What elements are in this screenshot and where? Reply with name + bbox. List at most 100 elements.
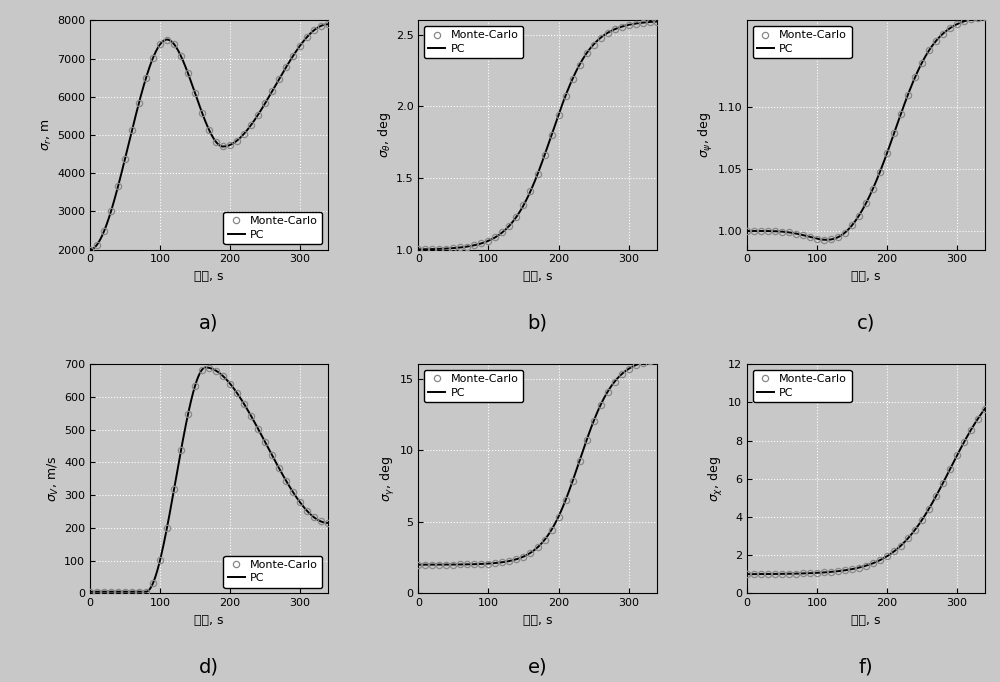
Monte-Carlo <box>825 568 837 576</box>
Monte-Carlo <box>965 426 977 434</box>
Monte-Carlo <box>294 42 306 50</box>
PC <box>893 544 905 552</box>
Monte-Carlo <box>602 388 614 396</box>
PC <box>84 246 96 254</box>
Monte-Carlo <box>454 561 466 569</box>
PC <box>564 484 576 492</box>
Monte-Carlo <box>231 389 243 397</box>
Monte-Carlo <box>426 561 438 569</box>
Monte-Carlo <box>923 505 935 513</box>
Monte-Carlo <box>623 365 635 373</box>
Monte-Carlo <box>567 477 579 486</box>
Monte-Carlo <box>412 246 424 254</box>
PC <box>427 245 439 253</box>
Monte-Carlo <box>510 555 522 563</box>
PC <box>879 153 891 162</box>
Line: Monte-Carlo: Monte-Carlo <box>744 406 988 577</box>
Monte-Carlo <box>419 245 431 253</box>
PC <box>99 226 111 234</box>
PC <box>200 364 212 372</box>
PC <box>756 227 768 235</box>
PC <box>922 507 934 515</box>
Monte-Carlo <box>224 141 236 149</box>
Monte-Carlo <box>126 126 138 134</box>
Monte-Carlo <box>147 54 159 62</box>
Monte-Carlo <box>881 552 893 561</box>
PC <box>756 570 768 578</box>
Monte-Carlo <box>909 526 921 534</box>
Monte-Carlo <box>818 568 830 576</box>
Monte-Carlo <box>560 91 572 100</box>
Monte-Carlo <box>581 436 593 445</box>
Monte-Carlo <box>853 563 865 572</box>
Monte-Carlo <box>238 400 250 408</box>
PC <box>946 23 958 31</box>
Line: PC: PC <box>418 22 657 250</box>
Monte-Carlo <box>475 560 487 568</box>
Monte-Carlo <box>510 213 522 221</box>
Legend: Monte-Carlo, PC: Monte-Carlo, PC <box>223 556 322 588</box>
Monte-Carlo <box>769 227 781 235</box>
Monte-Carlo <box>252 110 264 119</box>
Monte-Carlo <box>567 75 579 83</box>
Monte-Carlo <box>644 357 656 365</box>
Text: b): b) <box>528 314 548 333</box>
PC <box>617 368 629 376</box>
PC <box>551 116 563 124</box>
PC <box>617 22 629 30</box>
Monte-Carlo <box>944 24 956 32</box>
PC <box>651 18 663 26</box>
PC <box>551 516 563 524</box>
Monte-Carlo <box>154 557 166 565</box>
Monte-Carlo <box>524 549 536 557</box>
Monte-Carlo <box>426 245 438 253</box>
Monte-Carlo <box>979 13 991 21</box>
PC <box>557 503 569 511</box>
Monte-Carlo <box>468 241 480 250</box>
Monte-Carlo <box>245 412 257 420</box>
Monte-Carlo <box>308 514 320 522</box>
Y-axis label: $\sigma_r$, m: $\sigma_r$, m <box>41 119 54 151</box>
Monte-Carlo <box>574 457 586 465</box>
Monte-Carlo <box>867 184 879 192</box>
PC <box>557 98 569 106</box>
Monte-Carlo <box>755 227 767 235</box>
Monte-Carlo <box>119 588 131 596</box>
Monte-Carlo <box>454 243 466 252</box>
Monte-Carlo <box>783 228 795 237</box>
Monte-Carlo <box>175 446 187 454</box>
Legend: Monte-Carlo, PC: Monte-Carlo, PC <box>753 370 852 402</box>
Monte-Carlo <box>776 569 788 578</box>
Monte-Carlo <box>147 579 159 587</box>
Monte-Carlo <box>105 207 117 216</box>
Monte-Carlo <box>951 20 963 28</box>
Monte-Carlo <box>860 561 872 569</box>
Line: PC: PC <box>747 409 985 574</box>
Monte-Carlo <box>553 110 565 119</box>
Monte-Carlo <box>846 565 858 573</box>
Monte-Carlo <box>539 536 551 544</box>
Monte-Carlo <box>776 228 788 236</box>
Monte-Carlo <box>447 244 459 252</box>
Monte-Carlo <box>797 569 809 578</box>
Monte-Carlo <box>762 570 774 578</box>
PC <box>265 90 277 98</box>
Monte-Carlo <box>741 227 753 235</box>
Legend: Monte-Carlo, PC: Monte-Carlo, PC <box>753 26 852 58</box>
PC <box>979 13 991 21</box>
Monte-Carlo <box>958 438 970 446</box>
Monte-Carlo <box>546 131 558 139</box>
Monte-Carlo <box>832 233 844 241</box>
Line: PC: PC <box>747 17 985 240</box>
Monte-Carlo <box>287 488 299 496</box>
Monte-Carlo <box>140 74 152 82</box>
Monte-Carlo <box>161 35 173 44</box>
Text: a): a) <box>199 314 219 333</box>
Monte-Carlo <box>273 464 285 473</box>
Monte-Carlo <box>532 544 544 552</box>
Monte-Carlo <box>468 560 480 568</box>
Monte-Carlo <box>874 556 886 564</box>
X-axis label: 时间, s: 时间, s <box>851 270 881 283</box>
Monte-Carlo <box>252 425 264 433</box>
Monte-Carlo <box>616 370 628 379</box>
